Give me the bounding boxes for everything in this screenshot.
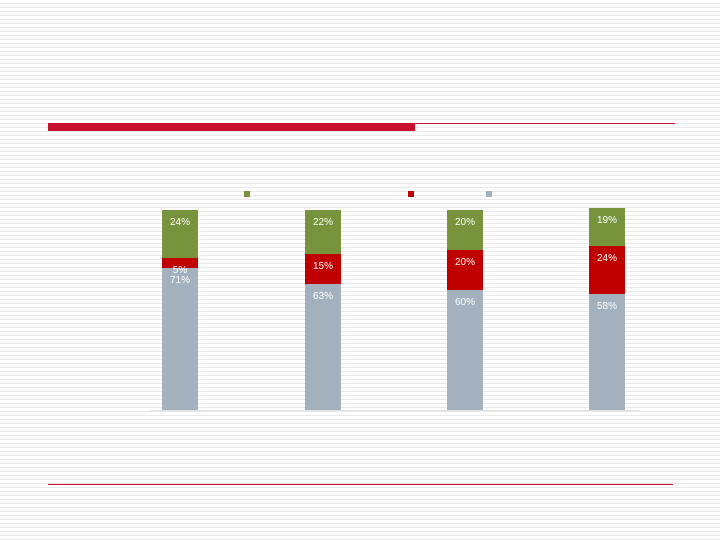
data-label-c3-s2: 20%: [455, 257, 475, 268]
data-label-c3-s1: 60%: [455, 297, 475, 308]
bar-segment-c4-s2: [589, 246, 625, 294]
data-label-c4-s2: 24%: [597, 253, 617, 264]
data-label-c1-s3: 24%: [170, 217, 190, 228]
bar-segment-c1-s3: [162, 210, 198, 258]
data-label-c4-s3: 19%: [597, 215, 617, 226]
data-label-c1-s1: 71%: [170, 275, 190, 286]
data-label-c2-s2: 15%: [313, 261, 333, 272]
legend-swatch-1: [486, 191, 492, 197]
bar-segment-c4-s3: [589, 208, 625, 246]
footer-divider: [48, 484, 673, 485]
data-label-c3-s3: 20%: [455, 217, 475, 228]
bar-segment-c1-s2: [162, 258, 198, 268]
legend-swatch-3: [244, 191, 250, 197]
bar-segment-c3-s2: [447, 250, 483, 290]
title-accent-bar: [48, 123, 415, 131]
bar-segment-c3-s3: [447, 210, 483, 250]
bar-segment-c1-s1: [162, 268, 198, 410]
title-accent-line: [415, 123, 675, 124]
bar-segment-c2-s1: [305, 284, 341, 410]
data-label-c2-s1: 63%: [313, 291, 333, 302]
data-label-c1-s2: 5%: [173, 265, 188, 276]
bar-segment-c2-s2: [305, 254, 341, 284]
data-label-c4-s1: 58%: [597, 301, 617, 312]
bar-segment-c2-s3: [305, 210, 341, 254]
bar-segment-c4-s1: [589, 294, 625, 410]
data-label-c2-s3: 22%: [313, 217, 333, 228]
bar-segment-c3-s1: [447, 290, 483, 410]
legend-swatch-2: [408, 191, 414, 197]
